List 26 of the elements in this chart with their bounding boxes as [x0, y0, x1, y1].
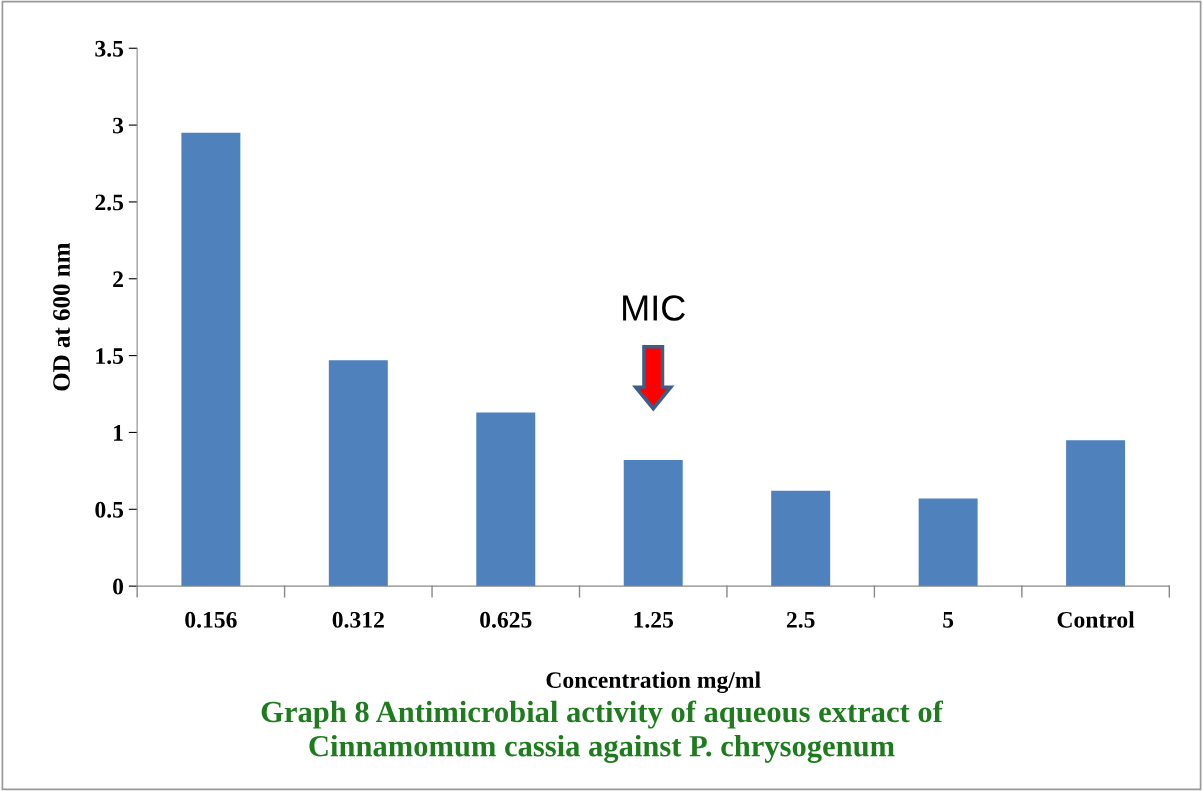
bar [328, 360, 388, 587]
x-tick-label: 0.156 [185, 611, 237, 628]
bar [1066, 440, 1126, 587]
x-tick-label: 1.25 [634, 611, 674, 628]
bar [918, 498, 978, 587]
y-tick-label: 3.5 [95, 40, 124, 57]
y-tick-label: 1.5 [96, 348, 124, 365]
y-tick-label: 0.5 [95, 501, 124, 518]
annotation: MIC [623, 295, 685, 321]
x-axis-title: Concentration mg/ml [546, 671, 761, 694]
x-tick-label: Control [1057, 611, 1135, 628]
bar [623, 460, 683, 587]
y-tick-label: 1 [114, 425, 123, 441]
x-tick-label: 5 [943, 612, 954, 628]
x-tick-label: 0.625 [480, 611, 532, 628]
y-tick-label: 2.5 [95, 194, 124, 211]
y-tick-label: 2 [113, 271, 123, 287]
text: Graph 8 Antimicrobial activity of aqueous extract of Cinnamomum cassia against P. chrysogenum [261, 700, 944, 763]
y-tick-label: 3 [113, 117, 124, 134]
x-tick-label: 2.5 [786, 611, 815, 628]
x-tick-label: 0.312 [332, 611, 384, 628]
bar [771, 490, 831, 587]
y-axis-title: OD at 600 nm [53, 242, 70, 391]
y-tick-label: 0 [113, 578, 124, 595]
bar [476, 412, 536, 587]
bar [181, 132, 241, 587]
